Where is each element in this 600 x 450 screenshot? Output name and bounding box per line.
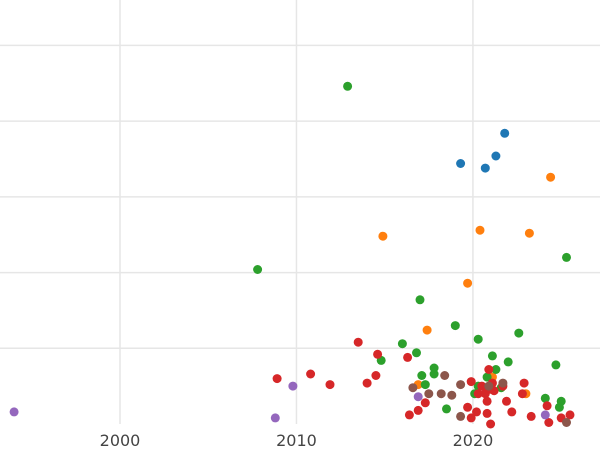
data-point-s5-6 [456, 411, 466, 421]
x-tick-label-2: 2020 [453, 431, 494, 450]
data-point-s0-0 [456, 159, 466, 168]
data-point-s2-1 [343, 81, 353, 91]
data-point-s5-0 [408, 383, 418, 393]
data-point-s3-6 [373, 349, 383, 359]
data-point-s2-15 [482, 372, 492, 382]
data-point-s2-10 [442, 404, 451, 414]
x-tick-label-0: 2000 [100, 431, 141, 450]
data-point-s3-5 [371, 371, 381, 380]
data-point-s2-11 [450, 321, 460, 331]
data-point-s3-11 [463, 402, 473, 412]
data-point-s3-29 [517, 389, 527, 399]
data-point-s3-18 [482, 408, 492, 418]
data-point-s5-1 [424, 389, 434, 399]
data-point-s3-32 [542, 401, 552, 411]
grid-lines [0, 0, 600, 424]
data-point-s4-2 [288, 381, 298, 391]
data-point-s3-15 [473, 389, 483, 399]
data-point-s5-9 [562, 418, 571, 427]
data-point-s0-3 [500, 128, 510, 138]
data-point-s3-35 [565, 410, 575, 420]
data-point-s0-1 [480, 163, 490, 173]
data-point-s5-7 [484, 381, 494, 391]
data-point-s4-0 [9, 407, 19, 417]
x-tick-labels: 2000 2010 2020 [100, 431, 494, 450]
data-point-s5-3 [440, 371, 450, 380]
data-point-s2-3 [397, 339, 407, 349]
data-point-s1-4 [475, 225, 485, 235]
data-point-s3-2 [325, 380, 335, 390]
x-tick-label-1: 2010 [276, 431, 317, 450]
data-point-s2-4 [412, 348, 421, 358]
data-point-s4-4 [540, 410, 550, 420]
data-point-s3-28 [507, 407, 517, 417]
data-point-s2-25 [562, 252, 571, 262]
data-point-s3-33 [544, 418, 554, 427]
data-point-s4-3 [413, 392, 423, 402]
data-points [9, 81, 575, 429]
data-point-s3-23 [486, 419, 496, 429]
data-point-s3-1 [306, 369, 316, 379]
data-point-s2-16 [487, 351, 497, 361]
data-point-s2-20 [514, 328, 524, 338]
data-point-s3-13 [466, 377, 476, 387]
data-point-s3-12 [466, 413, 476, 423]
data-point-s2-9 [429, 369, 439, 379]
data-point-s1-0 [378, 231, 388, 241]
data-point-s3-31 [526, 411, 536, 421]
data-point-s3-7 [403, 352, 413, 362]
data-point-s5-2 [436, 389, 446, 399]
data-point-s2-21 [540, 393, 550, 403]
data-point-s2-7 [420, 380, 430, 390]
data-point-s3-21 [484, 365, 494, 374]
data-point-s4-1 [270, 413, 280, 423]
data-point-s2-0 [253, 265, 263, 274]
data-point-s3-27 [502, 396, 511, 406]
data-point-s3-14 [472, 407, 481, 417]
data-point-s3-0 [272, 374, 282, 384]
data-point-s2-24 [556, 396, 566, 406]
data-point-s3-9 [413, 405, 423, 415]
data-point-s3-30 [519, 378, 529, 388]
data-point-s3-8 [404, 410, 414, 420]
data-point-s2-17 [491, 365, 501, 374]
data-point-s1-2 [422, 325, 432, 335]
data-point-s3-3 [353, 337, 363, 347]
data-point-s1-7 [524, 228, 534, 238]
data-point-s1-3 [463, 278, 473, 288]
data-point-s2-22 [551, 360, 561, 370]
data-point-s2-5 [415, 295, 425, 305]
data-point-s5-8 [498, 378, 508, 388]
data-point-s3-10 [420, 398, 430, 408]
data-point-s1-8 [546, 172, 556, 182]
data-point-s2-14 [473, 334, 483, 344]
data-point-s5-5 [456, 380, 466, 390]
data-point-s2-6 [417, 371, 427, 380]
data-point-s3-4 [362, 378, 372, 388]
data-point-s5-4 [447, 390, 457, 400]
data-point-s3-19 [482, 396, 492, 406]
data-point-s2-19 [503, 357, 513, 367]
data-point-s0-2 [491, 151, 501, 161]
